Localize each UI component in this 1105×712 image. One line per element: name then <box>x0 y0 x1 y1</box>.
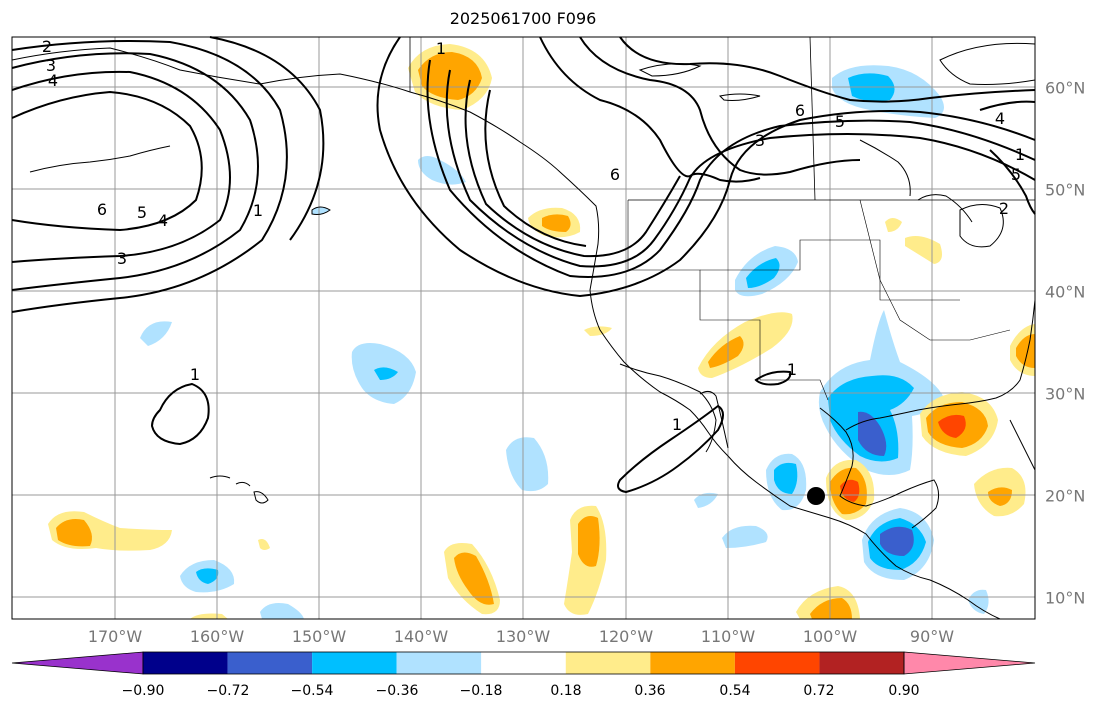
lon-label: 90°W <box>909 627 955 646</box>
lon-label: 110°W <box>700 627 756 646</box>
lat-label: 20°N <box>1045 486 1086 506</box>
contour-label: 1 <box>436 39 446 58</box>
lat-label: 40°N <box>1045 282 1086 302</box>
contour-label: 4 <box>48 71 58 90</box>
contour-label: 1 <box>787 360 797 379</box>
lon-label: 150°W <box>291 627 347 646</box>
shade-positive <box>938 414 966 438</box>
shade-positive <box>1016 334 1035 368</box>
contour-label: 4 <box>995 109 1005 128</box>
shade-positive <box>810 598 852 619</box>
shade-positive <box>584 326 612 336</box>
contour-label: 5 <box>137 203 147 222</box>
colorbar-extend-low <box>11 651 144 675</box>
shade-positive <box>988 487 1012 506</box>
colorbar-extend-high <box>903 651 1036 675</box>
contour-label: 3 <box>117 249 127 268</box>
contour-label: 3 <box>755 131 765 150</box>
contour-label: 5 <box>835 112 845 131</box>
shade-positive <box>905 236 942 264</box>
shade-positive <box>885 218 902 232</box>
shade-negative <box>506 437 549 492</box>
colorbar-segment <box>143 652 228 674</box>
colorbar-tick: 0.72 <box>803 683 835 699</box>
shade-negative <box>880 526 914 556</box>
colorbar-segment <box>396 652 482 674</box>
shade-negative <box>746 258 780 288</box>
lat-label: 10°N <box>1045 588 1086 608</box>
colorbar-segments <box>11 651 1036 675</box>
contour-lines <box>11 36 1036 494</box>
contour-label: 2 <box>999 199 1009 218</box>
contour-label: 1 <box>190 365 200 384</box>
lat-label: 30°N <box>1045 384 1086 404</box>
lon-label: 120°W <box>598 627 654 646</box>
lon-label: 140°W <box>393 627 449 646</box>
contour-label: 1 <box>253 201 263 220</box>
shade-positive <box>454 552 494 605</box>
colorbar-tick: −0.36 <box>375 683 419 699</box>
contour-label: 4 <box>158 211 168 230</box>
shade-positive <box>56 519 92 547</box>
lon-label: 130°W <box>495 627 551 646</box>
colorbar-tick: 0.36 <box>634 683 666 699</box>
shade-negative <box>260 603 304 619</box>
lat-label: 60°N <box>1045 78 1086 98</box>
shade-positive <box>258 539 270 550</box>
colorbar-segment <box>734 652 820 674</box>
contour-label: 6 <box>610 165 620 184</box>
lon-label: 170°W <box>87 627 143 646</box>
shade-negative <box>858 411 887 456</box>
contour-label: 1 <box>1015 145 1025 164</box>
shade-negative <box>196 568 219 584</box>
colorbar-tick: 0.54 <box>719 683 751 699</box>
graticule <box>12 37 1035 619</box>
contour-label-group: 1 2 3 4 6 5 4 3 1 1 6 3 5 6 1 1 4 5 2 1 <box>42 37 1025 434</box>
shade-positive <box>190 613 228 619</box>
contour-label: 3 <box>46 56 56 75</box>
lat-label: 50°N <box>1045 180 1086 200</box>
colorbar-tick: −0.54 <box>290 683 334 699</box>
colorbar-tick: −0.90 <box>121 683 165 699</box>
shade-negative <box>722 525 768 548</box>
contour-label: 5 <box>1011 165 1021 184</box>
lon-label: 160°W <box>189 627 245 646</box>
colorbar-segment <box>312 652 397 674</box>
contour-label: 1 <box>672 415 682 434</box>
colorbar-tick: −0.18 <box>459 683 503 699</box>
shade-negative <box>968 589 989 614</box>
colorbar <box>11 651 1036 675</box>
contour-label: 2 <box>42 37 52 56</box>
coastlines <box>11 36 1036 620</box>
shade-negative <box>374 367 398 380</box>
shade-negative <box>694 492 718 508</box>
colorbar-border <box>142 651 905 675</box>
lon-label: 100°W <box>802 627 858 646</box>
location-marker <box>807 487 825 505</box>
shade-positive <box>418 52 482 100</box>
colorbar-segment <box>650 652 735 674</box>
shade-positive <box>542 214 571 232</box>
map-title: 2025061700 F096 <box>449 9 597 28</box>
colorbar-segment <box>819 652 904 674</box>
colorbar-tick: 0.18 <box>550 683 582 699</box>
shade-negative <box>774 462 798 494</box>
colorbar-tick: −0.72 <box>206 683 250 699</box>
colorbar-tick: 0.90 <box>888 683 920 699</box>
contour-label: 6 <box>97 200 107 219</box>
colorbar-segment <box>227 652 313 674</box>
colorbar-segment <box>481 652 566 674</box>
colorbar-segment <box>565 652 651 674</box>
shade-positive <box>578 516 600 567</box>
shade-positive <box>708 336 744 368</box>
contour-label: 6 <box>795 101 805 120</box>
shade-negative <box>140 321 172 346</box>
